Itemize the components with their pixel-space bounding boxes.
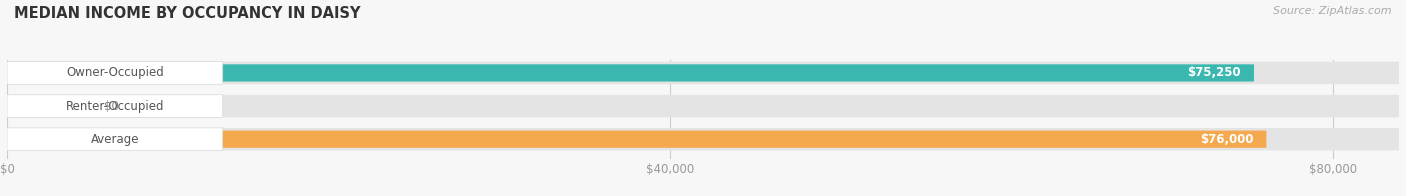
FancyBboxPatch shape (7, 131, 1267, 148)
FancyBboxPatch shape (7, 62, 222, 84)
FancyBboxPatch shape (7, 97, 87, 115)
Text: Average: Average (90, 133, 139, 146)
Text: MEDIAN INCOME BY OCCUPANCY IN DAISY: MEDIAN INCOME BY OCCUPANCY IN DAISY (14, 6, 360, 21)
FancyBboxPatch shape (7, 128, 222, 151)
Text: $75,250: $75,250 (1187, 66, 1240, 79)
Text: Owner-Occupied: Owner-Occupied (66, 66, 163, 79)
Text: $0: $0 (104, 100, 120, 113)
FancyBboxPatch shape (7, 62, 1399, 84)
FancyBboxPatch shape (7, 128, 1399, 151)
Text: Renter-Occupied: Renter-Occupied (66, 100, 165, 113)
Text: Source: ZipAtlas.com: Source: ZipAtlas.com (1274, 6, 1392, 16)
FancyBboxPatch shape (7, 95, 222, 117)
FancyBboxPatch shape (7, 95, 1399, 117)
FancyBboxPatch shape (7, 64, 1254, 82)
Text: $76,000: $76,000 (1199, 133, 1253, 146)
